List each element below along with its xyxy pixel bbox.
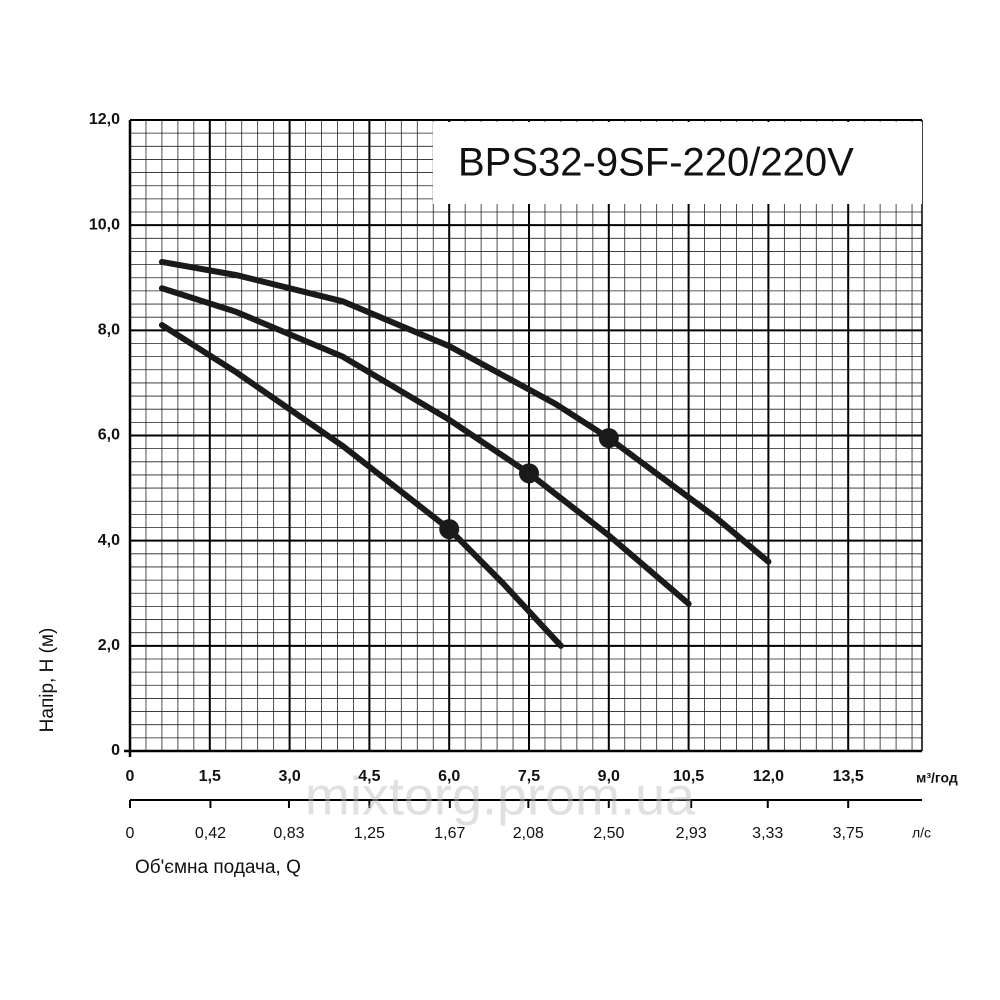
x-tick-label: 1,5 <box>199 768 221 785</box>
x-unit: м³/год <box>916 770 958 786</box>
x2-tick-label: 2,50 <box>593 825 624 842</box>
y-tick-label: 4,0 <box>98 532 120 549</box>
x2-tick-label: 1,25 <box>354 825 385 842</box>
y-axis-label: Напір, H (м) <box>37 628 58 733</box>
y-tick-label: 6,0 <box>98 427 120 444</box>
x-tick-label: 7,5 <box>518 768 540 785</box>
chart-title: BPS32-9SF-220/220V <box>458 141 854 185</box>
x2-tick-label: 0,83 <box>273 825 304 842</box>
x2-tick-label: 0,42 <box>195 825 226 842</box>
curve <box>158 258 772 565</box>
operating-point <box>439 519 460 540</box>
x-tick-label: 12,0 <box>753 768 784 785</box>
x-axis-label: Об'ємна подача, Q <box>135 857 301 878</box>
x2-tick-label: 2,08 <box>513 825 544 842</box>
title-box <box>433 122 922 204</box>
x-tick-label: 9,0 <box>598 768 620 785</box>
x-tick-label: 3,0 <box>278 768 300 785</box>
x2-tick-label: 0 <box>126 825 135 842</box>
x2-unit: л/с <box>912 825 931 841</box>
x2-tick-label: 3,33 <box>752 825 783 842</box>
curve <box>158 285 692 607</box>
y-tick-label: 10,0 <box>89 216 120 233</box>
x2-tick-label: 1,67 <box>434 825 465 842</box>
y-tick-label: 8,0 <box>98 322 120 339</box>
x-tick-label: 4,5 <box>358 768 380 785</box>
x-tick-label: 6,0 <box>438 768 460 785</box>
watermark: mixtorg.prom.ua <box>305 766 696 826</box>
x2-tick-label: 3,75 <box>833 825 864 842</box>
operating-point <box>598 428 619 449</box>
y-tick-label: 0 <box>111 742 120 759</box>
y-tick-label: 2,0 <box>98 637 120 654</box>
x-tick-label: 13,5 <box>833 768 864 785</box>
x-tick-label: 0 <box>126 768 135 785</box>
curve <box>158 322 564 649</box>
y-tick-label: 12,0 <box>89 111 120 128</box>
x-tick-label: 10,5 <box>673 768 704 785</box>
operating-point <box>519 463 539 484</box>
x2-tick-label: 2,93 <box>676 825 707 842</box>
